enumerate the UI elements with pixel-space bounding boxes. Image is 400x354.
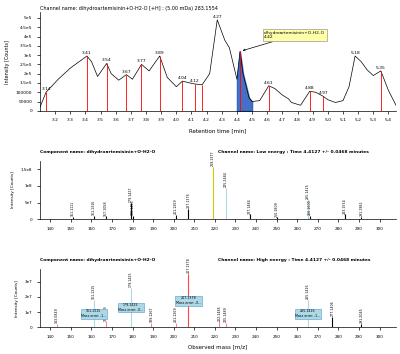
Text: 179.1425
Mass error: -0...: 179.1425 Mass error: -0... [118,303,144,312]
Text: 167.1058: 167.1058 [104,200,108,216]
Text: 283.1554: 283.1554 [343,198,347,214]
Text: 225.2484: 225.2484 [224,171,228,187]
Text: 4.88: 4.88 [305,86,314,90]
Text: 4.61: 4.61 [264,81,274,85]
Text: 250.1809: 250.1809 [275,201,279,217]
Text: 291.1982: 291.1982 [360,201,364,216]
Y-axis label: Intensity [Counts]: Intensity [Counts] [5,40,10,84]
Text: 219.1377: 219.1377 [211,150,215,166]
Text: 167.1059: 167.1059 [104,305,108,321]
Text: 3.14: 3.14 [41,87,51,91]
Text: 266.1600: 266.1600 [308,200,312,215]
Text: 161.1316: 161.1316 [92,200,96,215]
X-axis label: Observed mass [m/z]: Observed mass [m/z] [188,345,248,350]
Text: Component name: dihydroartemisinin+O-H2-O: Component name: dihydroartemisinin+O-H2-… [40,258,155,262]
Text: 161.1315
Mass error: -1...: 161.1315 Mass error: -1... [81,309,106,318]
Text: dihydroartemisinin+O-H2-O
4.42: dihydroartemisinin+O-H2-O 4.42 [243,31,325,51]
Text: 222.1485: 222.1485 [217,305,221,321]
Text: 143.0849: 143.0849 [55,307,59,323]
Text: 3.41: 3.41 [82,51,92,55]
Text: 3.77: 3.77 [137,59,146,63]
Text: 3.67: 3.67 [122,69,131,74]
Text: 5.18: 5.18 [350,51,360,55]
Y-axis label: Intensity [Counts]: Intensity [Counts] [11,172,15,209]
Text: 265.1416: 265.1416 [306,284,310,299]
Text: 201.1269: 201.1269 [174,199,178,214]
Text: 265.1416
Mass error: -1...: 265.1416 Mass error: -1... [295,309,320,318]
X-axis label: Retention time [min]: Retention time [min] [189,128,247,133]
Text: 3.54: 3.54 [102,58,112,62]
Text: 179.1425: 179.1425 [129,272,133,287]
Y-axis label: Intensity [Counts]: Intensity [Counts] [15,280,19,317]
Text: 207.1376: 207.1376 [186,192,190,208]
Text: 4.97: 4.97 [318,91,328,95]
Text: 225.1489: 225.1489 [224,307,228,322]
Text: 5.35: 5.35 [376,66,386,70]
Text: 265.1425: 265.1425 [306,183,310,199]
Text: Component name: dihydroartemisinin+O-H2-O: Component name: dihydroartemisinin+O-H2-… [40,150,155,154]
Text: 291.2045: 291.2045 [360,307,364,323]
Text: 4.27: 4.27 [212,15,222,19]
Text: 201.1269: 201.1269 [174,307,178,322]
Text: 151.1111: 151.1111 [71,201,75,216]
Text: 4.12: 4.12 [190,79,199,83]
Text: 180.1456: 180.1456 [131,200,135,215]
Text: 277.1406: 277.1406 [330,301,334,316]
Text: Channel name: High energy : Time 4.4127 +/- 0.0468 minutes: Channel name: High energy : Time 4.4127 … [218,258,370,262]
Text: 207.1378
Mass error: -0...: 207.1378 Mass error: -0... [176,296,201,305]
Text: 237.1484: 237.1484 [248,198,252,214]
Text: Channel name: dihydroartemisinin+O-H2-O [+H] : (5.00 mDa) 283.1554: Channel name: dihydroartemisinin+O-H2-O … [40,6,218,11]
Text: 179.1427: 179.1427 [129,187,133,202]
Text: 207.1378: 207.1378 [186,258,190,273]
Text: 189.1267: 189.1267 [149,307,153,322]
Text: Channel name: Low energy : Time 4.4127 +/- 0.0468 minutes: Channel name: Low energy : Time 4.4127 +… [218,150,369,154]
Text: 3.89: 3.89 [155,51,164,55]
Text: 4.04: 4.04 [178,76,187,80]
Text: 161.1315: 161.1315 [92,284,96,299]
